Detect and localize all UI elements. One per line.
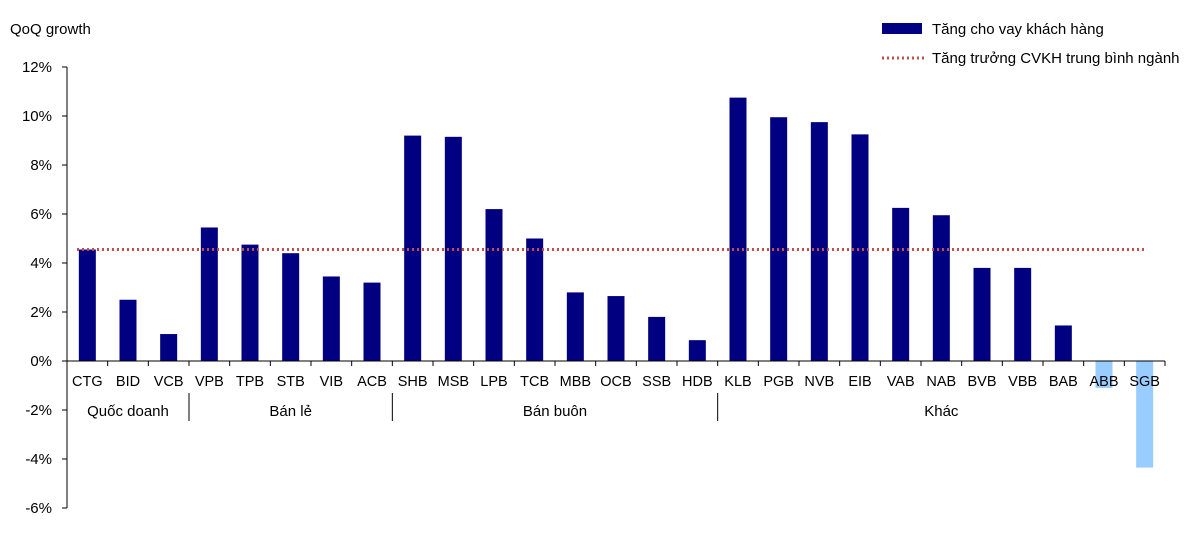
bar xyxy=(363,282,381,361)
bar xyxy=(241,244,259,361)
x-tick-label: VBB xyxy=(1008,374,1037,390)
bar xyxy=(526,238,544,361)
x-tick-label: SHB xyxy=(398,374,428,390)
x-tick-label: TCB xyxy=(520,374,549,390)
legend: Tăng cho vay khách hàng Tăng trưởng CVKH… xyxy=(882,21,1180,67)
x-tick-label: MBB xyxy=(560,374,591,390)
x-axis: CTG BID VCB VPB TPB STB VIB ACB SHB MSB LPB TCB MBB O… xyxy=(66,360,1166,421)
x-tick-label: LPB xyxy=(480,374,507,390)
bar xyxy=(119,299,137,361)
group-label: Khác xyxy=(924,403,959,420)
x-tick-label: VCB xyxy=(154,374,184,390)
x-tick-label: VIB xyxy=(320,374,343,390)
x-tick-label: BVB xyxy=(967,374,996,390)
bar xyxy=(566,292,584,361)
bar xyxy=(973,267,991,361)
y-tick-label: 6% xyxy=(30,206,52,223)
bar xyxy=(1014,267,1032,361)
y-tick-label: 4% xyxy=(30,255,52,272)
x-tick-label: TPB xyxy=(236,374,264,390)
bar xyxy=(729,97,747,361)
x-tick-label: NVB xyxy=(804,374,834,390)
bar xyxy=(78,249,96,361)
x-tick-label: SGB xyxy=(1129,374,1160,390)
bar xyxy=(485,209,503,361)
y-tick-label: 8% xyxy=(30,157,52,174)
bar xyxy=(1095,361,1113,388)
x-tick-label: NAB xyxy=(926,374,956,390)
bar xyxy=(851,134,869,361)
y-tick-label: 10% xyxy=(22,108,52,125)
x-tick-label: STB xyxy=(277,374,305,390)
y-tick-label: 12% xyxy=(22,59,52,76)
x-tick-label: CTG xyxy=(72,374,103,390)
bar xyxy=(688,340,706,361)
x-tick-label: PGB xyxy=(763,374,794,390)
y-tick-label: -4% xyxy=(25,451,52,468)
x-tick-label: MSB xyxy=(438,374,469,390)
group-label: Bán buôn xyxy=(523,403,587,420)
group-label: Bán lẻ xyxy=(269,403,312,420)
x-tick-label: HDB xyxy=(682,374,713,390)
bar xyxy=(892,207,910,361)
bar xyxy=(932,215,950,361)
bar xyxy=(160,334,178,361)
group-label: Quốc doanh xyxy=(87,403,169,420)
x-tick-label: BAB xyxy=(1049,374,1078,390)
y-tick-label: 0% xyxy=(30,353,52,370)
bar xyxy=(282,253,300,361)
bar xyxy=(607,296,625,361)
bar xyxy=(648,316,666,361)
x-tick-label: ACB xyxy=(357,374,387,390)
bar xyxy=(200,227,218,361)
y-tick-label: -2% xyxy=(25,402,52,419)
bar xyxy=(810,122,828,361)
bar xyxy=(322,276,340,361)
x-tick-label: BID xyxy=(116,374,140,390)
bar xyxy=(770,117,788,361)
x-tick-label: VAB xyxy=(887,374,915,390)
y-axis-label: QoQ growth xyxy=(10,21,91,38)
legend-label-bar: Tăng cho vay khách hàng xyxy=(932,21,1104,38)
x-tick-label: ABB xyxy=(1089,374,1118,390)
x-tick-label: SSB xyxy=(642,374,671,390)
x-tick-label: OCB xyxy=(600,374,631,390)
x-tick-label: VPB xyxy=(195,374,224,390)
bar xyxy=(1136,361,1154,468)
x-tick-label: KLB xyxy=(724,374,751,390)
y-axis: -6% -4% -2% 0% 2% 4% 6% 8% 10% 12% xyxy=(22,59,68,517)
bar xyxy=(1054,325,1072,361)
y-tick-label: -6% xyxy=(25,500,52,517)
y-tick-label: 2% xyxy=(30,304,52,321)
x-tick-label: EIB xyxy=(848,374,871,390)
bars xyxy=(78,97,1154,468)
legend-swatch-bar xyxy=(882,23,922,34)
legend-label-line: Tăng trưởng CVKH trung bình ngành xyxy=(932,50,1180,67)
